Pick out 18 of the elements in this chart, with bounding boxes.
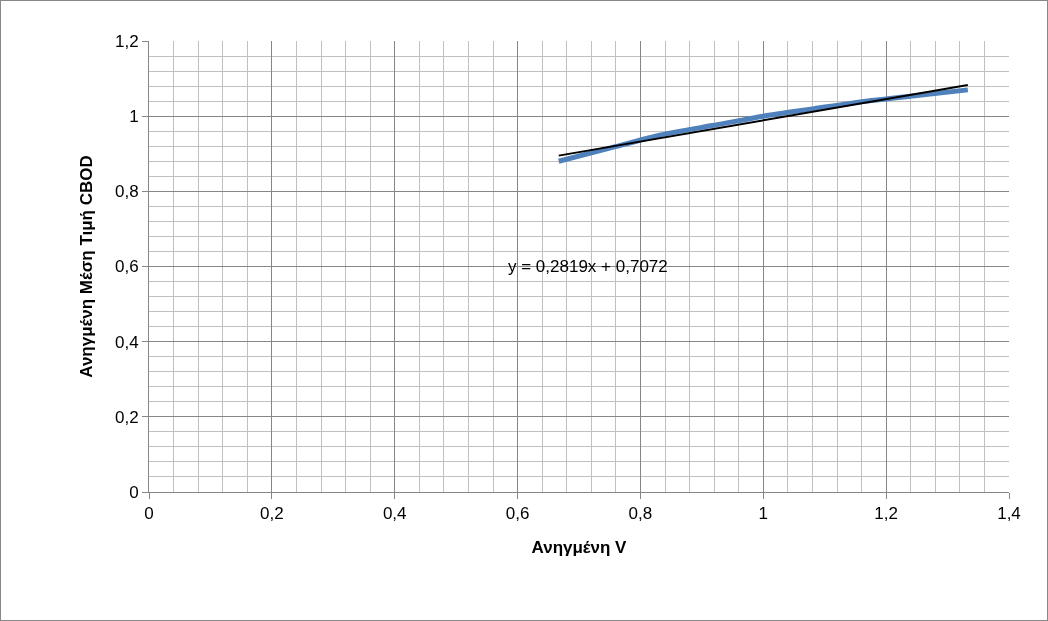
- y-tick-label: 0,2: [114, 407, 139, 427]
- x-tick-label: 0,8: [628, 504, 653, 524]
- x-tick-label: 1,4: [997, 504, 1021, 524]
- y-tick-label: 0,8: [114, 182, 139, 202]
- y-axis-title: Ανηγμένη Μέση Τιμή CBOD: [76, 155, 96, 378]
- x-tick-label: 0,2: [260, 504, 284, 524]
- x-tick-label: 0: [144, 504, 154, 524]
- x-tick-label: 0,6: [505, 504, 530, 524]
- y-tick-label: 0: [129, 482, 139, 502]
- y-tick-label: 1,2: [114, 31, 139, 51]
- annotation: y = 0,2819x + 0,7072: [508, 257, 668, 276]
- y-tick-label: 0,4: [114, 332, 139, 352]
- y-tick-label: 1: [129, 107, 139, 127]
- x-tick-label: 0,4: [382, 504, 407, 524]
- x-tick-label: 1,2: [874, 504, 898, 524]
- y-tick-label: 0,6: [114, 257, 139, 277]
- x-axis-title: Ανηγμένη V: [531, 537, 628, 557]
- x-tick-label: 1: [758, 504, 769, 524]
